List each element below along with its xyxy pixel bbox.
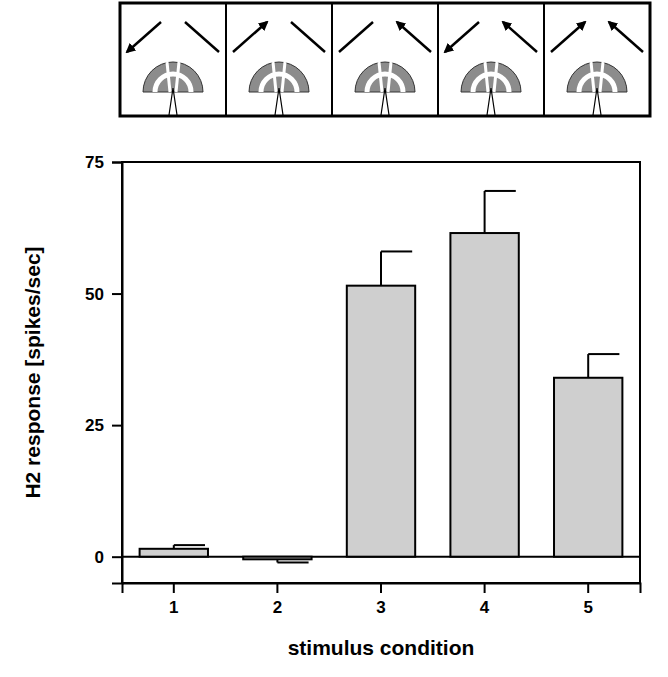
y-tick-label: 50 [85,285,104,304]
bar [243,557,311,560]
x-tick: 1 [169,583,178,617]
y-axis: 0 25 50 75 [85,153,122,584]
eye-split [494,62,497,92]
eye-split [282,62,285,92]
bars [140,191,623,563]
icon-divider [225,3,227,116]
y-tick: 75 [85,153,122,172]
chart: 0 25 50 75 1 2 3 4 5 stimulus condition H2 respons… [0,0,668,677]
x-tick: 5 [583,583,592,617]
error-stem [380,251,382,285]
error-cap [381,250,412,252]
y-tick: 50 [85,285,122,304]
error-bar [381,251,412,285]
electrode [275,88,283,115]
x-tick: 4 [480,583,490,617]
eye-split [485,62,488,92]
eye [355,62,415,92]
eye-split [591,62,594,92]
x-tick-mark [276,583,278,593]
x-axis: 1 2 3 4 5 [123,583,641,617]
stimulus-icons [120,3,650,116]
error-bar [485,191,516,233]
error-bar [588,354,619,378]
electrode [487,88,495,115]
eye [249,62,309,92]
icon-divider [543,3,545,116]
y-tick-mark [112,293,122,295]
y-tick: 0 [95,548,122,567]
motion-arrow [551,22,585,52]
x-axis-title: stimulus condition [288,636,475,659]
x-tick-label: 4 [480,598,490,617]
icon-frame [120,3,650,116]
icon-divider [437,3,439,116]
error-bar [277,559,308,562]
y-tick-mark [112,425,122,427]
motion-arrow [233,22,267,52]
y-tick-label: 25 [85,416,104,435]
eye-split [176,62,179,92]
error-stem [587,354,589,378]
y-axis-title: H2 response [spikes/sec] [21,246,44,498]
error-cap [485,190,516,192]
y-tick-mark [112,556,122,558]
x-tick-label: 1 [169,598,178,617]
motion-arrow [185,22,219,52]
error-cap [277,561,308,563]
x-axis-line [123,584,641,594]
motion-arrow [127,22,161,52]
x-tick-mark [484,583,486,593]
x-tick-mark [587,583,589,593]
eye-split [167,62,170,92]
eye-split [379,62,382,92]
motion-arrow [291,22,325,52]
y-axis-line [112,163,123,584]
motion-arrow [397,22,431,52]
eye-split [600,62,603,92]
y-tick-mark [112,162,122,164]
y-tick: 25 [85,416,122,435]
eye-split [273,62,276,92]
electrode [381,88,389,115]
x-tick-mark [380,583,382,593]
motion-arrow [339,22,373,52]
bar [140,549,208,557]
x-tick-label: 2 [273,598,282,617]
bar [450,233,518,557]
eye-split [388,62,391,92]
bar [554,378,622,557]
plot-frame [122,162,640,583]
eye [461,62,521,92]
motion-arrow [609,22,643,52]
y-tick-label: 0 [95,548,104,567]
electrode [169,88,177,115]
y-tick-label: 75 [85,153,104,172]
icon-divider [331,3,333,116]
x-tick-label: 5 [583,598,592,617]
error-stem [484,191,486,233]
x-tick-mark [173,583,175,593]
motion-arrow [503,22,537,52]
x-tick: 3 [376,583,385,617]
motion-arrow [445,22,479,52]
error-cap [174,544,205,546]
error-bar [174,545,205,549]
x-tick: 2 [273,583,282,617]
eye [567,62,627,92]
x-tick-label: 3 [376,598,385,617]
bar [347,286,415,557]
eye [143,62,203,92]
error-cap [588,353,619,355]
electrode [593,88,601,115]
